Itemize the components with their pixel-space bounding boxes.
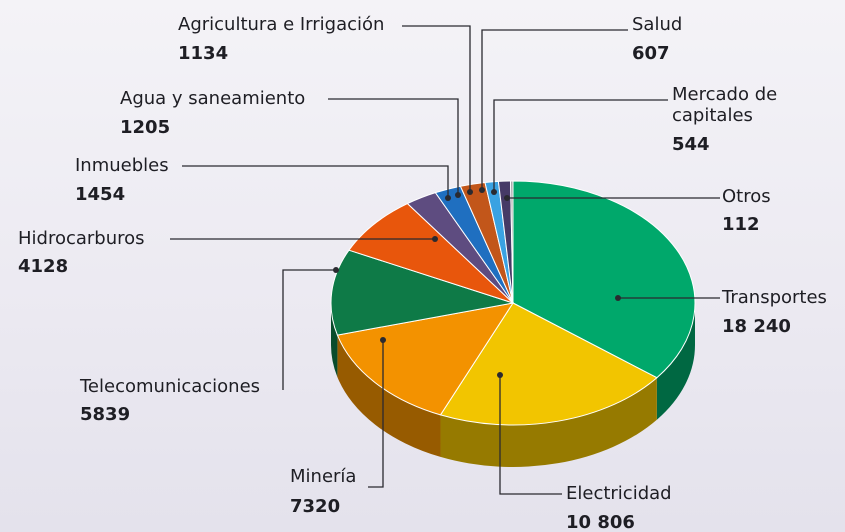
leader-line: [482, 30, 628, 190]
category-label: Transportes: [722, 287, 827, 308]
leader-line: [402, 26, 470, 192]
leader-dot: [479, 187, 485, 193]
value-label: 112: [722, 214, 760, 235]
leader-dot: [615, 295, 621, 301]
leader-dot: [504, 195, 510, 201]
value-label: 607: [632, 43, 670, 64]
category-label: Agricultura e Irrigación: [178, 14, 384, 35]
leader-dot: [445, 195, 451, 201]
category-label: Agua y saneamiento: [120, 88, 305, 109]
category-label: Inmuebles: [75, 155, 169, 176]
leader-line: [328, 99, 458, 195]
category-label: Minería: [290, 466, 356, 487]
category-label: Salud: [632, 14, 682, 35]
value-label: 1205: [120, 117, 170, 138]
leader-line: [283, 270, 336, 390]
leader-dot: [497, 372, 503, 378]
category-label: Otros: [722, 186, 771, 207]
category-label: Hidrocarburos: [18, 228, 145, 249]
category-label: Mercado de capitales: [672, 84, 802, 126]
value-label: 5839: [80, 404, 130, 425]
category-label: Electricidad: [566, 483, 672, 504]
leader-dot: [432, 236, 438, 242]
chart: [0, 0, 845, 532]
leader-dot: [491, 189, 497, 195]
leader-dot: [333, 267, 339, 273]
page: Transportes 18 240 Electricidad 10 806 Miner…: [0, 0, 845, 532]
value-label: 1454: [75, 184, 125, 205]
leader-line: [182, 166, 448, 198]
category-label: Telecomunicaciones: [80, 376, 260, 397]
value-label: 7320: [290, 496, 340, 517]
value-label: 10 806: [566, 512, 635, 532]
leader-dot: [455, 192, 461, 198]
value-label: 4128: [18, 256, 68, 277]
value-label: 18 240: [722, 316, 791, 337]
value-label: 1134: [178, 43, 228, 64]
leader-line: [494, 100, 668, 192]
leader-dot: [467, 189, 473, 195]
leader-dot: [380, 337, 386, 343]
value-label: 544: [672, 134, 710, 155]
